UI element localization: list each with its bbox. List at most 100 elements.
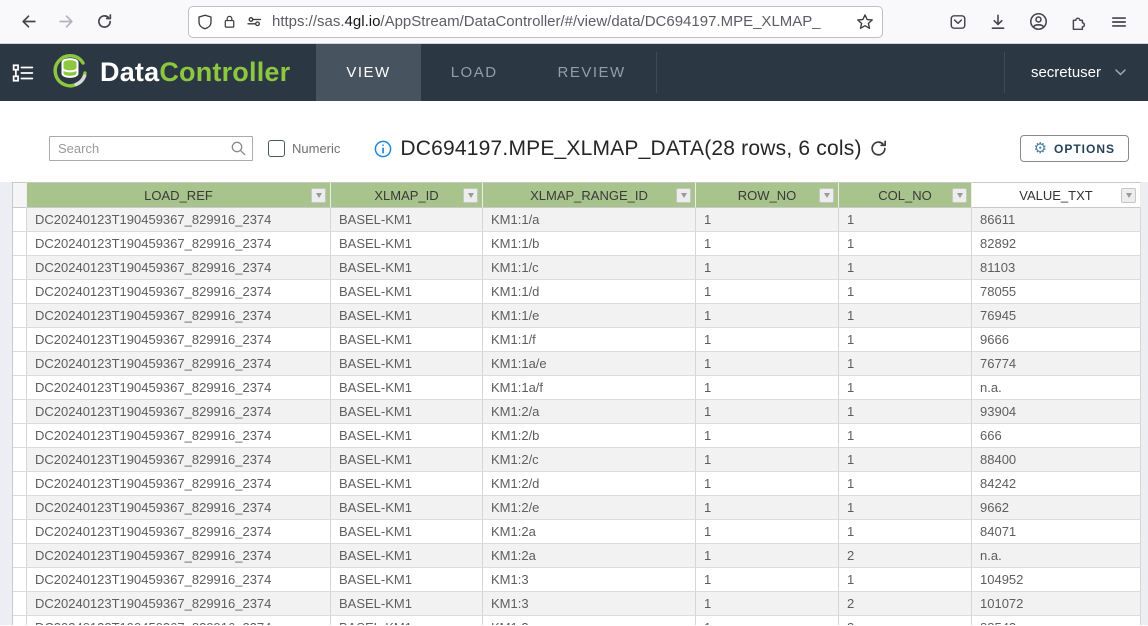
cell-row_no[interactable]: 1 xyxy=(696,376,839,400)
cell-col_no[interactable]: 1 xyxy=(839,376,972,400)
filter-dropdown-button[interactable] xyxy=(952,188,967,203)
filter-dropdown-button[interactable] xyxy=(311,188,326,203)
cell-xlmap_id[interactable]: BASEL-KM1 xyxy=(331,616,483,625)
url-bar[interactable]: https://sas.4gl.io/AppStream/DataControl… xyxy=(188,5,883,38)
cell-value_txt[interactable]: 9666 xyxy=(972,328,1141,352)
shield-icon[interactable] xyxy=(197,14,213,30)
cell-col_no[interactable]: 1 xyxy=(839,448,972,472)
cell-xlmap_id[interactable]: BASEL-KM1 xyxy=(331,520,483,544)
column-header-col_no[interactable]: COL_NO xyxy=(839,182,972,208)
cell-xlmap_id[interactable]: BASEL-KM1 xyxy=(331,544,483,568)
cell-row_no[interactable]: 1 xyxy=(696,520,839,544)
cell-col_no[interactable]: 1 xyxy=(839,304,972,328)
cell-xlmap_range_id[interactable]: KM1:1/a xyxy=(483,208,696,232)
cell-xlmap_range_id[interactable]: KM1:2/c xyxy=(483,448,696,472)
numeric-checkbox[interactable] xyxy=(268,140,285,157)
column-header-xlmap_id[interactable]: XLMAP_ID xyxy=(331,182,483,208)
cell-value_txt[interactable]: 101072 xyxy=(972,592,1141,616)
cell-load_ref[interactable]: DC20240123T190459367_829916_2374 xyxy=(27,232,331,256)
account-icon[interactable] xyxy=(1029,12,1048,31)
cell-col_no[interactable]: 1 xyxy=(839,328,972,352)
app-logo[interactable]: DataController xyxy=(46,44,316,101)
cell-load_ref[interactable]: DC20240123T190459367_829916_2374 xyxy=(27,568,331,592)
tab-view[interactable]: VIEW xyxy=(316,44,421,101)
cell-col_no[interactable]: 1 xyxy=(839,496,972,520)
column-header-load_ref[interactable]: LOAD_REF xyxy=(27,182,331,208)
cell-row_no[interactable]: 1 xyxy=(696,280,839,304)
cell-xlmap_id[interactable]: BASEL-KM1 xyxy=(331,304,483,328)
cell-xlmap_range_id[interactable]: KM1:1/b xyxy=(483,232,696,256)
cell-row_no[interactable]: 1 xyxy=(696,328,839,352)
cell-load_ref[interactable]: DC20240123T190459367_829916_2374 xyxy=(27,448,331,472)
download-icon[interactable] xyxy=(989,13,1007,31)
cell-xlmap_range_id[interactable]: KM1:2/b xyxy=(483,424,696,448)
cell-col_no[interactable]: 1 xyxy=(839,520,972,544)
cell-col_no[interactable]: 1 xyxy=(839,400,972,424)
cell-xlmap_range_id[interactable]: KM1:3 xyxy=(483,616,696,625)
cell-xlmap_id[interactable]: BASEL-KM1 xyxy=(331,424,483,448)
cell-load_ref[interactable]: DC20240123T190459367_829916_2374 xyxy=(27,400,331,424)
lock-icon[interactable] xyxy=(222,14,237,29)
cell-xlmap_id[interactable]: BASEL-KM1 xyxy=(331,328,483,352)
cell-col_no[interactable]: 1 xyxy=(839,280,972,304)
cell-xlmap_id[interactable]: BASEL-KM1 xyxy=(331,232,483,256)
cell-xlmap_range_id[interactable]: KM1:1/d xyxy=(483,280,696,304)
cell-load_ref[interactable]: DC20240123T190459367_829916_2374 xyxy=(27,520,331,544)
reload-button[interactable] xyxy=(88,6,120,38)
cell-load_ref[interactable]: DC20240123T190459367_829916_2374 xyxy=(27,544,331,568)
cell-col_no[interactable]: 1 xyxy=(839,256,972,280)
cell-load_ref[interactable]: DC20240123T190459367_829916_2374 xyxy=(27,616,331,625)
cell-value_txt[interactable]: 9662 xyxy=(972,496,1141,520)
cell-value_txt[interactable]: 76945 xyxy=(972,304,1141,328)
cell-row_no[interactable]: 1 xyxy=(696,424,839,448)
cell-load_ref[interactable]: DC20240123T190459367_829916_2374 xyxy=(27,592,331,616)
user-menu[interactable]: secretuser xyxy=(1005,44,1148,101)
cell-value_txt[interactable]: 88400 xyxy=(972,448,1141,472)
cell-load_ref[interactable]: DC20240123T190459367_829916_2374 xyxy=(27,304,331,328)
cell-xlmap_range_id[interactable]: KM1:1/c xyxy=(483,256,696,280)
tree-menu-icon[interactable] xyxy=(0,44,46,101)
cell-value_txt[interactable]: 86611 xyxy=(972,208,1141,232)
cell-value_txt[interactable]: 84071 xyxy=(972,520,1141,544)
cell-load_ref[interactable]: DC20240123T190459367_829916_2374 xyxy=(27,280,331,304)
column-header-value_txt[interactable]: VALUE_TXT xyxy=(972,182,1141,208)
cell-row_no[interactable]: 1 xyxy=(696,448,839,472)
cell-row_no[interactable]: 1 xyxy=(696,472,839,496)
cell-value_txt[interactable]: 93904 xyxy=(972,400,1141,424)
cell-col_no[interactable]: 1 xyxy=(839,208,972,232)
cell-xlmap_range_id[interactable]: KM1:3 xyxy=(483,568,696,592)
bookmark-star-icon[interactable] xyxy=(856,13,874,31)
cell-value_txt[interactable]: 81103 xyxy=(972,256,1141,280)
cell-col_no[interactable]: 3 xyxy=(839,616,972,625)
cell-xlmap_range_id[interactable]: KM1:2a xyxy=(483,520,696,544)
permissions-icon[interactable] xyxy=(246,14,263,29)
refresh-icon[interactable] xyxy=(869,139,888,158)
column-header-xlmap_range_id[interactable]: XLMAP_RANGE_ID xyxy=(483,182,696,208)
cell-xlmap_range_id[interactable]: KM1:2/e xyxy=(483,496,696,520)
cell-xlmap_id[interactable]: BASEL-KM1 xyxy=(331,592,483,616)
cell-col_no[interactable]: 2 xyxy=(839,544,972,568)
table-row[interactable]: DC20240123T190459367_829916_2374BASEL-KM… xyxy=(13,616,1141,625)
cell-row_no[interactable]: 1 xyxy=(696,400,839,424)
filter-dropdown-button[interactable] xyxy=(676,188,691,203)
cell-col_no[interactable]: 1 xyxy=(839,568,972,592)
pocket-icon[interactable] xyxy=(949,13,967,31)
cell-load_ref[interactable]: DC20240123T190459367_829916_2374 xyxy=(27,208,331,232)
cell-row_no[interactable]: 1 xyxy=(696,496,839,520)
cell-xlmap_range_id[interactable]: KM1:1/e xyxy=(483,304,696,328)
cell-col_no[interactable]: 2 xyxy=(839,592,972,616)
cell-xlmap_range_id[interactable]: KM1:2a xyxy=(483,544,696,568)
cell-value_txt[interactable]: 104952 xyxy=(972,568,1141,592)
